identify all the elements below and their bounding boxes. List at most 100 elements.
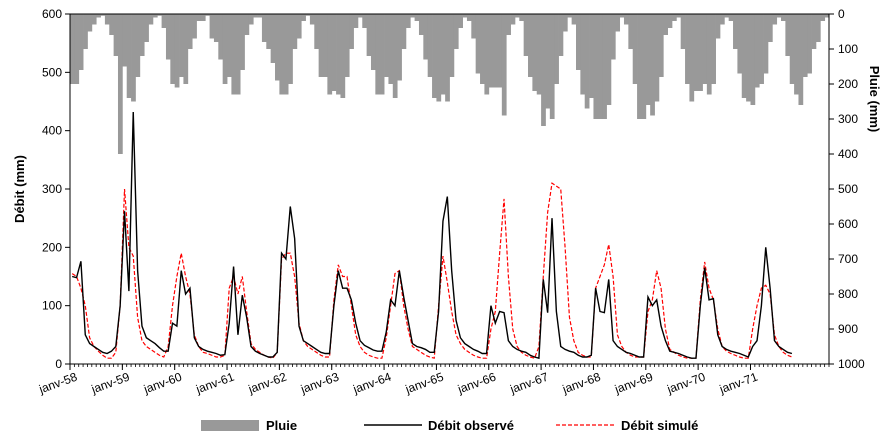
rain-bar [471,14,477,39]
rain-bar [357,14,363,18]
y-right-tick-label: 1000 [838,357,865,371]
y-right-tick-label: 800 [838,287,858,301]
y-right-tick-label: 600 [838,217,858,231]
x-tick-label: janv-61 [193,370,236,397]
rain-bar [554,14,559,84]
rain-bar [401,14,407,49]
rain-bar [733,14,738,49]
rain-bar [628,14,634,49]
rain-bar [445,14,450,102]
rain-bar [759,14,764,84]
rain-bar [253,14,258,18]
rain-bar [510,14,516,25]
rain-bar [405,14,411,28]
rain-bar [375,14,381,95]
rain-bar [698,14,703,91]
rain-bar [772,14,778,25]
rain-bar [637,14,642,119]
rain-bar [693,14,699,91]
rain-bar [685,14,690,84]
rain-bar [689,14,695,102]
rain-bar [754,14,760,88]
rain-bar [283,14,289,95]
rain-bar [462,14,468,18]
y-right-axis-title: Pluie (mm) [867,66,882,132]
rain-bar [602,14,607,119]
rain-bar [807,14,812,74]
rain-bar [336,14,341,95]
y-left-tick-label: 300 [42,182,62,196]
rain-bar [170,14,176,84]
x-tick-label: janv-66 [455,370,498,397]
rain-bar [135,14,141,77]
rain-bar [331,14,337,91]
rain-bar [619,14,625,18]
rain-bar [493,14,498,88]
rain-bar [314,14,320,49]
rain-bar [397,14,402,81]
x-tick-label: janv-60 [141,370,184,397]
y-left-tick-label: 100 [42,299,62,313]
y-right-tick-label: 700 [838,252,858,266]
rain-bar [458,14,463,28]
legend-rain-label: Pluie [266,418,297,433]
rain-bar [410,14,415,18]
rain-bar [288,14,293,84]
rain-bar [379,14,385,95]
x-tick-label: janv-64 [350,370,393,397]
y-left-tick-label: 600 [42,7,62,21]
rain-bar [549,14,555,119]
rain-bar [654,14,660,102]
rain-bar [480,14,485,84]
rain-bar [174,14,180,88]
rain-bars [70,14,830,154]
rain-bar [702,14,708,84]
y-right-tick-label: 900 [838,322,858,336]
rain-bar [802,14,808,77]
rain-bar [83,14,88,49]
x-tick-label: janv-63 [298,370,341,397]
rain-bar [296,14,302,39]
rain-bar [279,14,285,95]
rain-bar [205,14,210,16]
rain-bar [78,14,84,70]
rain-bar [70,14,75,84]
rain-bar [671,14,677,21]
rain-bar [349,14,354,49]
rain-bar [301,14,306,21]
rain-bar [615,14,621,32]
rain-bar [737,14,743,74]
rain-bar [96,14,101,18]
rain-bar [767,14,773,42]
legend-simulated-label: Débit simulé [621,418,698,433]
y-right-tick-label: 500 [838,182,858,196]
rain-bar [270,14,276,63]
rain-bar [292,14,298,49]
rain-bar [597,14,603,119]
rain-bar [126,14,132,98]
rain-bar [165,14,171,60]
rain-bar [676,14,682,18]
rain-bar [658,14,664,77]
x-tick-label: janv-59 [89,370,132,397]
rain-bar [562,14,568,32]
rain-bar [719,14,725,25]
rain-bar [200,14,206,21]
flow-lines [71,111,793,360]
rain-bar [261,14,267,42]
rain-bar [183,14,189,84]
rain-bar [344,14,350,77]
rain-bar [187,14,193,49]
rain-bar [519,14,525,21]
rain-bar [305,14,311,16]
rain-bar [362,14,368,28]
rain-bar [545,14,551,109]
rain-bar [632,14,638,84]
rain-bar [715,14,721,39]
rain-bar [781,14,786,21]
rain-bar [506,14,511,35]
rain-bar [776,14,782,18]
rain-bar [418,14,424,35]
rain-bar [423,14,429,60]
rain-bar [91,14,97,25]
